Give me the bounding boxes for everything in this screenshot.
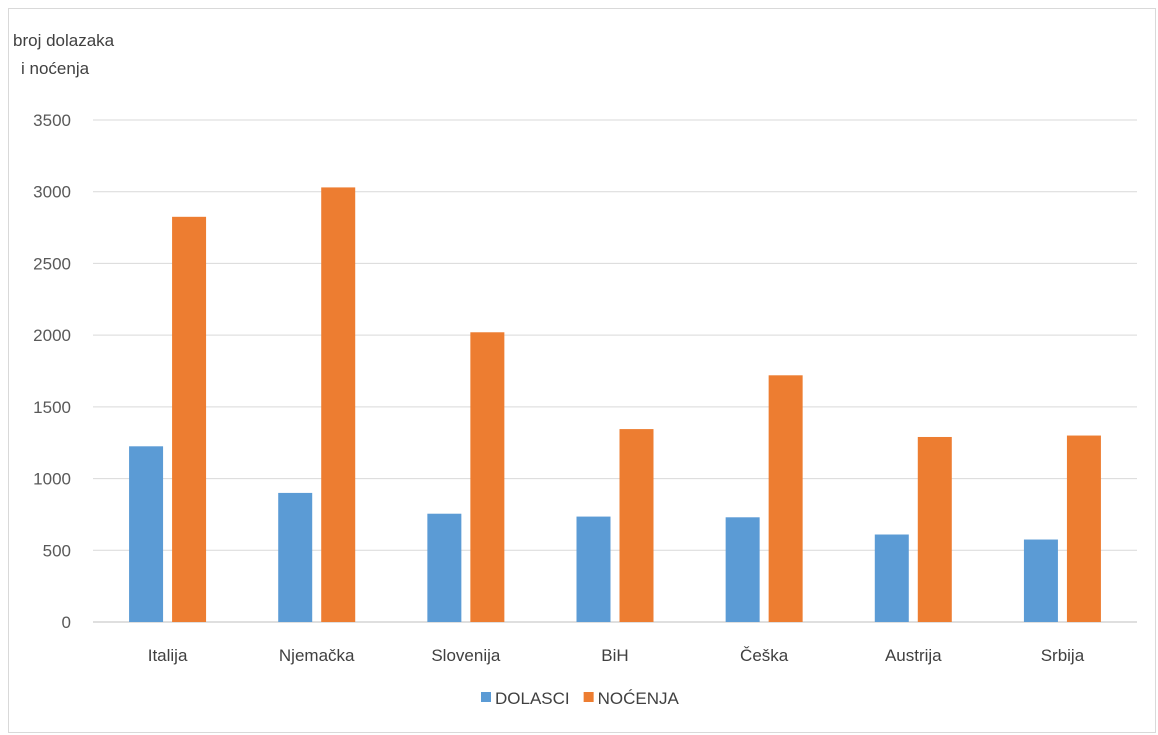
x-category-label: BiH	[601, 646, 628, 665]
chart-frame: broj dolazaka i noćenja 0 500 1000 1500 2000…	[8, 8, 1156, 733]
bars	[129, 187, 1101, 623]
x-axis-categories: Italija Njemačka Slovenija BiH Češka Austrija…	[148, 646, 1085, 665]
bar-dolasci-1	[278, 492, 313, 622]
y-tick-label: 0	[62, 613, 71, 632]
y-tick-label: 2500	[33, 254, 71, 273]
y-axis-ticks: 0 500 1000 1500 2000 2500 3000 3500	[33, 111, 71, 632]
bar-dolasci-4	[725, 517, 760, 622]
bar-nocenja-5	[917, 436, 952, 622]
legend: DOLASCI NOĆENJA	[481, 689, 680, 708]
x-category-label: Slovenija	[431, 646, 501, 665]
bar-dolasci-0	[129, 446, 164, 622]
x-category-label: Austrija	[885, 646, 942, 665]
legend-entry-0: DOLASCI	[495, 689, 570, 708]
bar-dolasci-3	[576, 516, 611, 622]
bar-nocenja-3	[619, 429, 654, 622]
gridlines	[93, 119, 1137, 623]
bar-nocenja-0	[172, 216, 207, 623]
y-axis-label-line-2: i noćenja	[21, 59, 90, 78]
y-axis-label-line-1: broj dolazaka	[13, 31, 115, 50]
x-category-label: Češka	[740, 646, 789, 665]
bar-dolasci-5	[874, 534, 909, 622]
y-tick-label: 500	[43, 541, 71, 560]
bar-nocenja-6	[1066, 435, 1101, 622]
legend-entry-1: NOĆENJA	[598, 689, 680, 708]
y-tick-label: 3000	[33, 183, 71, 202]
bar-nocenja-1	[321, 187, 356, 622]
y-tick-label: 2000	[33, 326, 71, 345]
bar-nocenja-4	[768, 375, 803, 622]
x-category-label: Njemačka	[279, 646, 355, 665]
bar-nocenja-2	[470, 332, 505, 622]
y-tick-label: 1000	[33, 470, 71, 489]
bar-dolasci-6	[1023, 539, 1058, 622]
x-category-label: Italija	[148, 646, 188, 665]
y-tick-label: 1500	[33, 398, 71, 417]
bar-chart: broj dolazaka i noćenja 0 500 1000 1500 2000…	[13, 31, 1137, 708]
bar-dolasci-2	[427, 513, 462, 622]
y-tick-label: 3500	[33, 111, 71, 130]
legend-swatch-1	[583, 692, 594, 702]
legend-swatch-0	[481, 692, 491, 702]
x-category-label: Srbija	[1041, 646, 1085, 665]
